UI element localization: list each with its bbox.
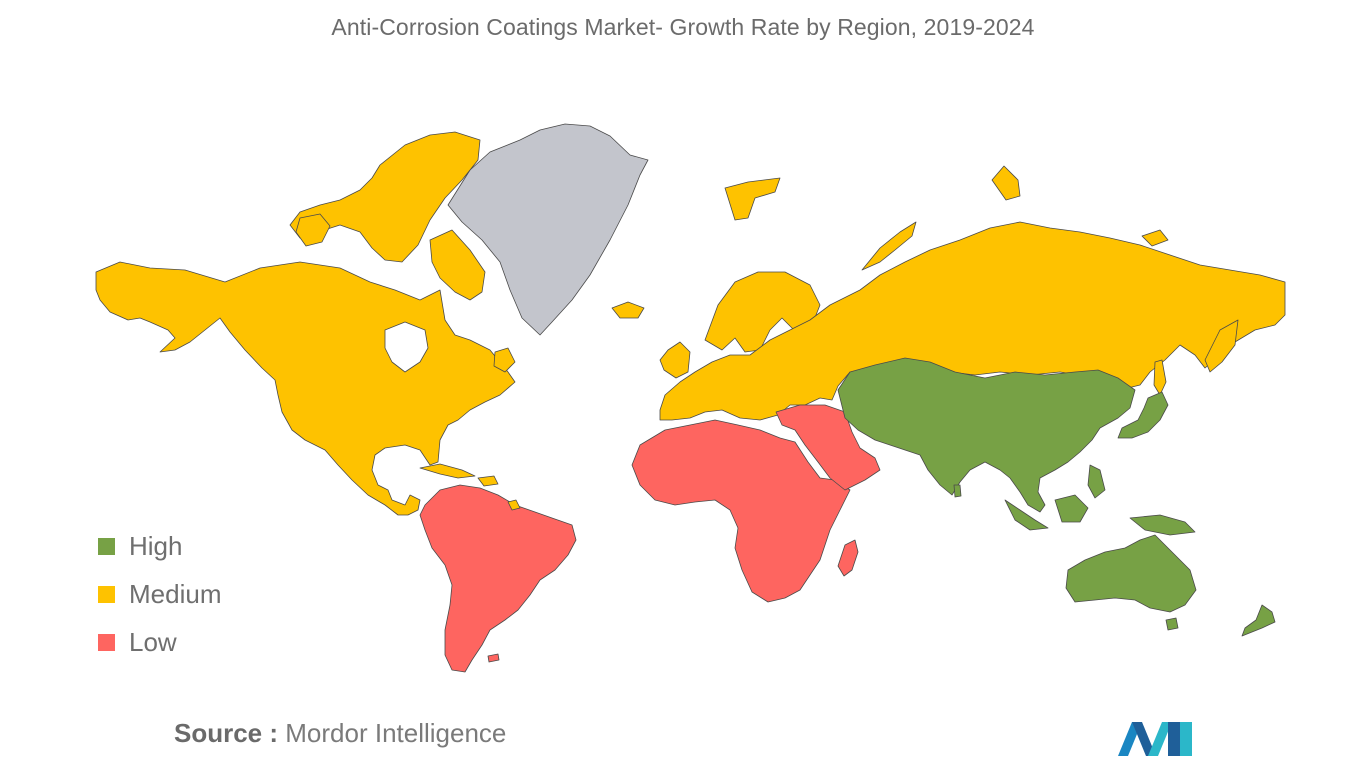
africa <box>631 419 851 603</box>
greenland <box>447 123 649 336</box>
southeast-asia-islands <box>1004 499 1049 531</box>
middle-east <box>775 404 881 491</box>
iceland <box>611 301 645 319</box>
legend-swatch-medium <box>98 585 115 603</box>
uk-ireland <box>659 341 691 379</box>
chart-title: Anti-Corrosion Coatings Market- Growth R… <box>331 14 1035 40</box>
source-credit: Source : Mordor Intelligence <box>174 718 506 749</box>
legend: High Medium Low <box>98 522 221 666</box>
australia <box>1065 534 1197 613</box>
sri-lanka <box>953 484 962 498</box>
cuba <box>419 463 476 479</box>
banks-island <box>295 213 331 247</box>
philippines <box>1087 464 1106 499</box>
legend-item-low: Low <box>98 618 221 666</box>
newfoundland <box>493 347 516 373</box>
legend-label-low: Low <box>129 626 177 657</box>
mordor-intelligence-logo <box>1118 722 1192 756</box>
svalbard <box>724 177 781 221</box>
japan <box>1117 391 1169 439</box>
kamchatka <box>1204 319 1239 373</box>
french-guiana <box>507 499 521 511</box>
madagascar <box>837 539 859 577</box>
new-zealand <box>1241 604 1276 637</box>
novaya-zemlya <box>861 221 917 271</box>
legend-label-high: High <box>129 530 183 561</box>
source-value: Mordor Intelligence <box>285 718 507 748</box>
tasmania <box>1165 617 1179 631</box>
borneo <box>1054 494 1089 523</box>
legend-label-medium: Medium <box>129 578 222 609</box>
sakhalin <box>1153 359 1167 396</box>
legend-item-medium: Medium <box>98 570 221 618</box>
hispaniola <box>477 475 499 487</box>
canadian-arctic-islands <box>289 131 481 263</box>
south-america <box>419 484 577 673</box>
new-siberian-islands <box>1141 229 1169 247</box>
legend-item-high: High <box>98 522 221 570</box>
legend-swatch-high <box>98 537 115 555</box>
china-india-asia <box>837 357 1136 513</box>
falklands <box>487 653 500 663</box>
baffin-island <box>429 229 486 301</box>
source-label: Source : <box>174 718 279 748</box>
new-guinea <box>1129 514 1196 536</box>
legend-swatch-low <box>98 633 115 651</box>
russian-arctic-island <box>991 165 1021 201</box>
hudson-bay <box>384 321 429 373</box>
